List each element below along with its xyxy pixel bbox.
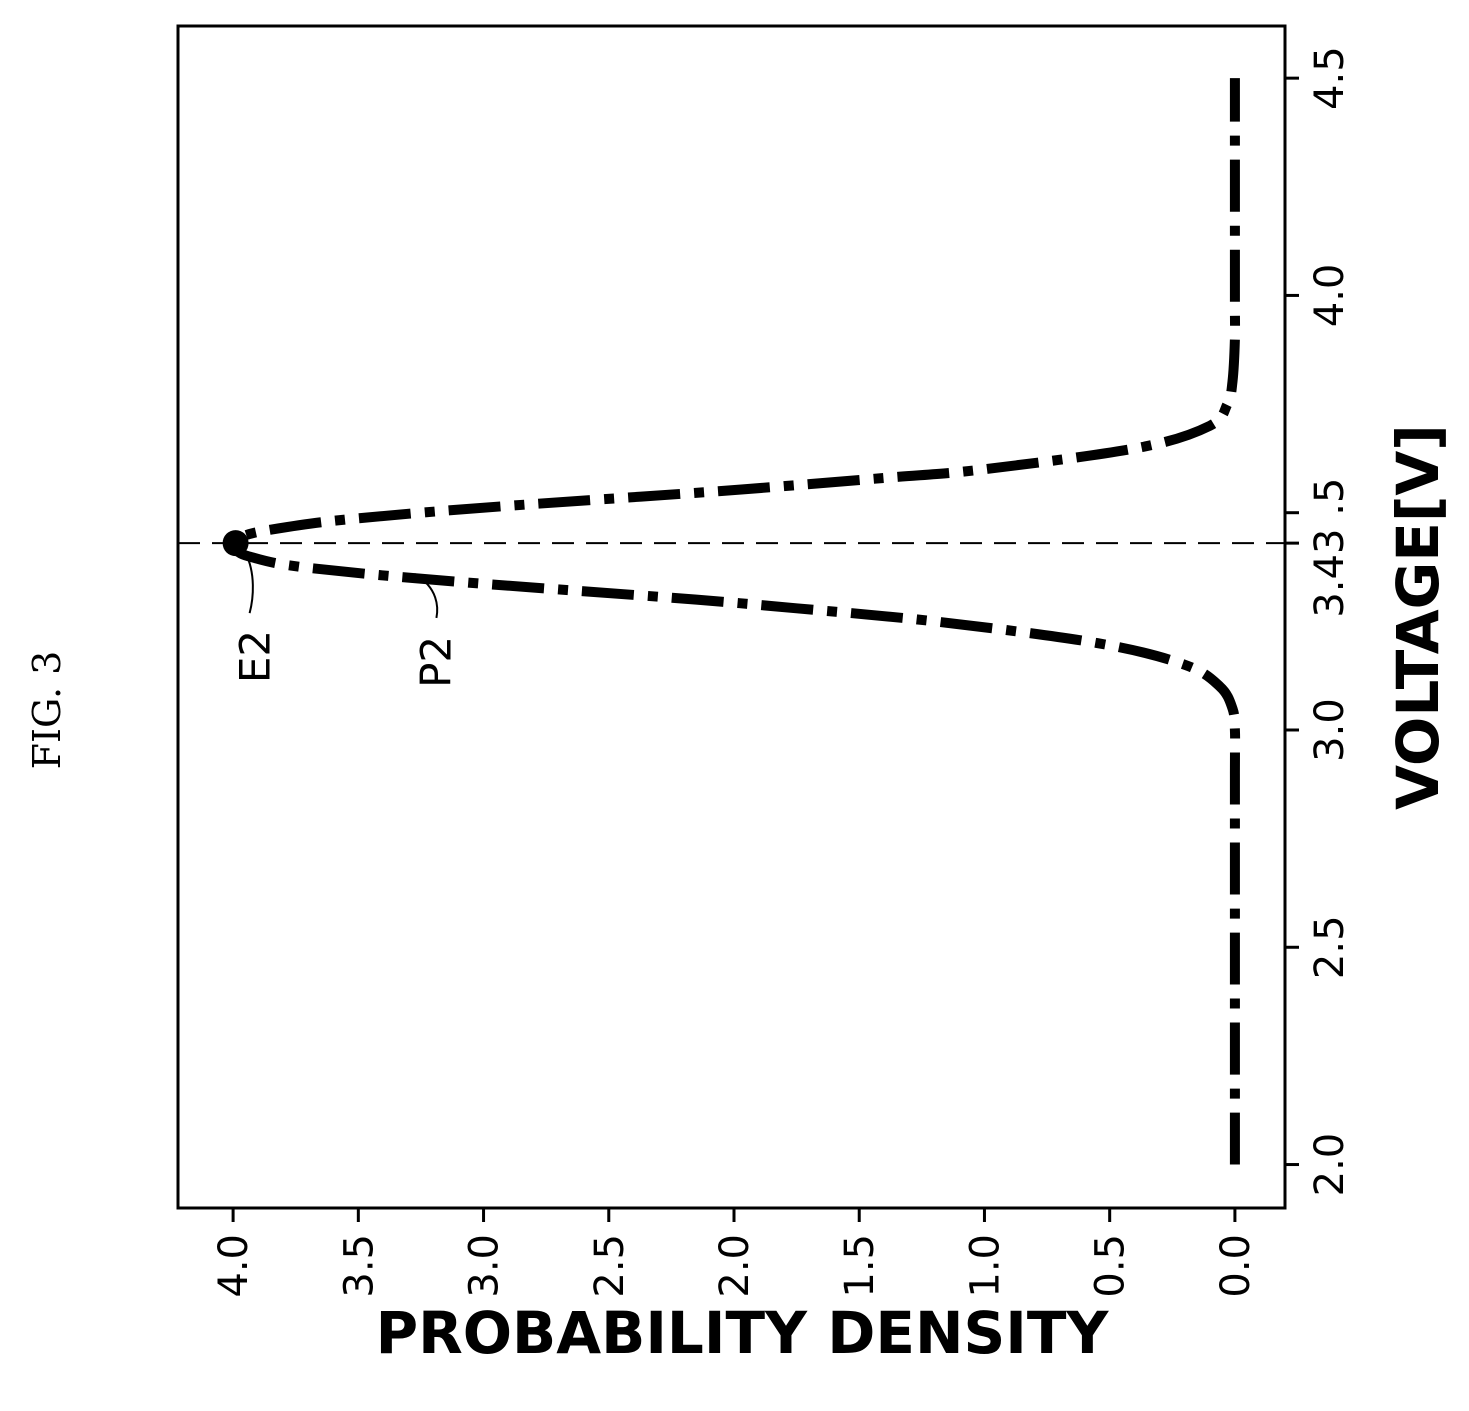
y-tick-label: 0.5 <box>1088 1234 1134 1298</box>
x-tick-label: 2.0 <box>1307 1133 1353 1197</box>
x-tick-label: .5 <box>1307 478 1353 516</box>
x-axis-ticks: 2.0 2.5 3.0 3.43 .5 4.0 4.5 <box>1285 46 1353 1196</box>
y-axis-title: PROBABILITY DENSITY <box>376 1299 1110 1367</box>
series-group <box>227 78 1241 1165</box>
y-tick-label: 4.0 <box>211 1234 257 1298</box>
e2-marker <box>222 530 249 557</box>
x-tick-label: 4.5 <box>1307 46 1353 110</box>
e2-label: E2 <box>231 630 280 683</box>
figure-label: FIG. 3 <box>25 651 69 770</box>
y-tick-label: 1.5 <box>837 1234 883 1298</box>
y-axis-ticks: 0.0 0.5 1.0 1.5 2.0 2.5 3.0 3.5 4.0 <box>211 1208 1259 1298</box>
plot-frame <box>176 24 1287 1210</box>
y-tick-label: 0.0 <box>1213 1234 1259 1298</box>
p2-leader-line <box>413 573 439 619</box>
x-tick-label: 2.5 <box>1307 915 1353 979</box>
x-tick-label: 3.43 <box>1307 529 1353 618</box>
x-axis-title: VOLTAGE[V] <box>1384 424 1452 810</box>
y-tick-label: 3.0 <box>462 1234 508 1298</box>
p2-label: P2 <box>411 636 460 688</box>
x-tick-label: 3.0 <box>1307 698 1353 762</box>
rotated-chart: 2.0 2.5 3.0 3.43 .5 4.0 4.5 0.0 0.5 1.0 1.5 2.0 2.5… <box>176 24 1452 1367</box>
y-tick-label: 1.0 <box>962 1234 1008 1298</box>
y-tick-label: 2.0 <box>712 1234 758 1298</box>
e2-leader-line <box>244 552 254 614</box>
series-line-p2 <box>227 78 1241 1165</box>
y-tick-label: 3.5 <box>336 1234 382 1298</box>
y-tick-label: 2.5 <box>587 1234 633 1298</box>
x-tick-label: 4.0 <box>1307 264 1353 328</box>
annotation-group: E2 P2 <box>222 530 460 688</box>
